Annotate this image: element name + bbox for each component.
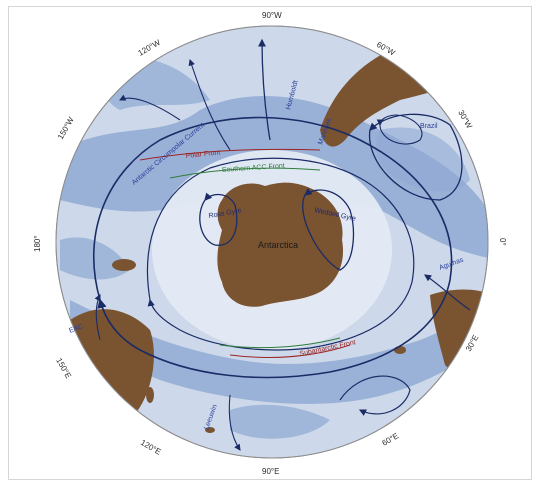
acc-outer-path <box>92 116 453 379</box>
indian-gyre-loop <box>339 375 411 416</box>
leeuwin-current <box>228 394 241 451</box>
lon-label: 90°E <box>262 467 279 476</box>
polar-front-label: Polar Front <box>185 149 220 160</box>
humboldt-current <box>258 38 271 141</box>
saccf-line <box>169 167 321 179</box>
weddell-gyre-loop <box>302 187 355 271</box>
antarctica-land <box>217 182 344 307</box>
brazil-label: Brazil <box>420 123 438 130</box>
eac-current <box>94 294 101 341</box>
saccf-label: Southern ACC Front <box>222 163 285 174</box>
antarctica-label: Antarctica <box>258 240 298 250</box>
lon-label: 150°E <box>54 357 73 380</box>
lon-label: 150°W <box>56 115 76 141</box>
lon-label: 0° <box>498 238 507 246</box>
deep-ocean-band-south <box>70 290 488 404</box>
island <box>394 346 406 354</box>
west-pacific-current <box>119 94 181 121</box>
lon-label: 180° <box>33 235 42 252</box>
pacific-north-current <box>188 58 231 151</box>
lon-label: 120°W <box>137 38 163 58</box>
lon-label: 30°W <box>456 109 474 131</box>
island <box>146 387 154 403</box>
island <box>205 427 215 433</box>
lon-label: 120°E <box>139 438 162 457</box>
saf-line-green <box>219 337 341 349</box>
brazil-gyre-loop <box>368 113 463 201</box>
lon-label: 60°E <box>381 431 401 448</box>
ocean-patch <box>60 237 130 280</box>
island <box>112 259 136 271</box>
ross-gyre-loop <box>199 192 238 246</box>
saf-line <box>229 344 351 359</box>
polar-front-line <box>139 148 321 161</box>
lon-label: 90°W <box>262 11 282 20</box>
agulhas-current <box>424 274 471 311</box>
acc-inner-path <box>146 157 415 351</box>
ocean-patch <box>230 404 330 439</box>
small-gyre-loop <box>376 114 423 145</box>
eac-label: EAC <box>68 323 84 335</box>
